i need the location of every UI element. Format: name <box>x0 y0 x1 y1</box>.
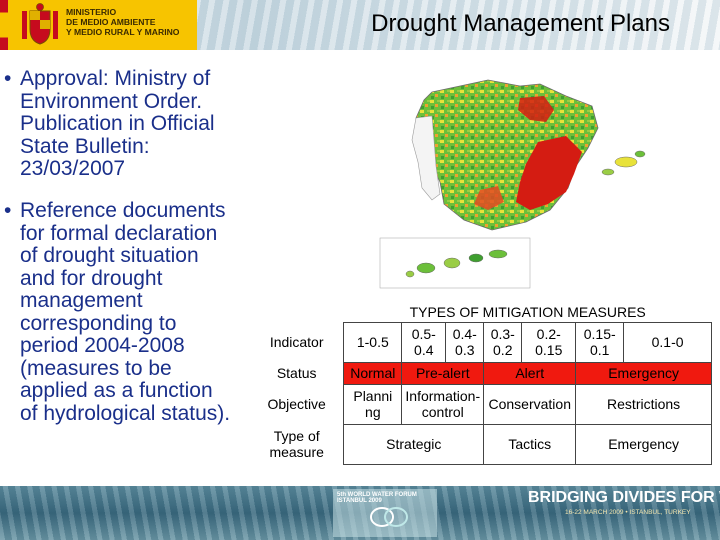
bullet-icon: • <box>4 67 12 90</box>
indicator-cell: 0.5- 0.4 <box>401 321 447 363</box>
bullet-icon: • <box>4 199 12 222</box>
ministry-name-line: DE MEDIO AMBIENTE <box>66 17 156 27</box>
status-cell: Alert <box>483 361 577 385</box>
bullet-line: Reference documents <box>20 199 226 222</box>
footer-slogan: BRIDGING DIVIDES FOR WATER <box>528 489 720 506</box>
indicator-cell: 0.15- 0.1 <box>575 321 625 363</box>
bullet-line: Publication in Official <box>20 112 215 135</box>
status-cell: Pre-alert <box>401 361 485 385</box>
forum-name-text: 5th WORLD WATER FORUM <box>337 492 417 498</box>
bullet-line: Approval: Ministry of <box>20 67 211 90</box>
map-balearic-islands <box>614 156 638 168</box>
objective-cell: Conservation <box>483 383 577 425</box>
table-caption: TYPES OF MITIGATION MEASURES <box>409 303 646 320</box>
spain-drought-map <box>379 79 646 289</box>
map-canary-box <box>379 237 531 289</box>
map-drought-zone-north <box>518 96 554 122</box>
table-row-measure-type: Type of measure Strategic Tactics Emerge… <box>250 423 712 465</box>
world-water-forum-logo: 5th WORLD WATER FORUM ISTANBUL 2009 <box>333 489 437 537</box>
bullet-line: applied as a function <box>20 379 213 402</box>
ministry-name-line: Y MEDIO RURAL Y MARINO <box>66 27 180 37</box>
indicator-label: Indicator <box>250 322 345 362</box>
status-label: Status <box>250 362 345 384</box>
footer-banner: 5th WORLD WATER FORUM ISTANBUL 2009 BRID… <box>0 486 720 540</box>
indicator-cell: 0.4-0.3 <box>445 321 485 363</box>
table-row-status: Status Normal Pre-alert Alert Emergency <box>250 361 712 385</box>
indicator-cell: 1-0.5 <box>343 321 403 363</box>
bullet-text: Reference documents for formal declaratio… <box>20 199 231 425</box>
forum-city-text: ISTANBUL 2009 <box>337 498 382 504</box>
bullet-text: Approval: Ministry of Environment Order. P… <box>20 67 215 181</box>
map-canary-islands <box>416 262 436 274</box>
measure-type-cell: Strategic <box>343 423 485 465</box>
measure-type-cell: Tactics <box>483 423 577 465</box>
bullet-line: of hydrological status). <box>20 401 231 425</box>
objective-label: Objective <box>250 384 345 424</box>
bullet-line: (measures to be <box>20 356 172 380</box>
bullet-line: period 2004-2008 <box>20 334 185 357</box>
measure-type-cell: Emergency <box>575 423 712 465</box>
bullet-line: corresponding to <box>20 311 177 335</box>
bullet-line: management <box>20 289 143 312</box>
ministry-logo: MINISTERIO DE MEDIO AMBIENTE Y MEDIO RUR… <box>0 0 197 50</box>
measure-type-label: Type of measure <box>250 424 345 464</box>
coat-of-arms-icon <box>22 3 58 45</box>
table-row-indicator: Indicator 1-0.5 0.5- 0.4 0.4-0.3 0.3-0.2… <box>250 321 712 363</box>
bullet-line: State Bulletin: <box>20 134 150 158</box>
map-drought-zone-east <box>516 136 582 210</box>
objective-cell: Restrictions <box>575 383 712 425</box>
status-cell: Normal <box>343 361 403 385</box>
indicator-cell: 0.3-0.2 <box>483 321 523 363</box>
indicator-cell: 0.2- 0.15 <box>521 321 577 363</box>
spanish-flag-strip <box>0 0 8 50</box>
slide-title: Drought Management Plans <box>371 10 670 37</box>
bullet-line: and for drought <box>20 266 163 290</box>
table-row-objective: Objective Planni ng Information- control… <box>250 383 712 425</box>
forum-name: 5th WORLD WATER FORUM ISTANBUL 2009 <box>337 492 417 504</box>
ministry-name: MINISTERIO DE MEDIO AMBIENTE Y MEDIO RUR… <box>66 7 194 37</box>
bullet-line: of drought situation <box>20 244 199 267</box>
map-drought-zone-south <box>474 186 504 210</box>
indicator-cell: 0.1-0 <box>623 321 712 363</box>
mitigation-measures-table: TYPES OF MITIGATION MEASURES Indicator 1… <box>250 302 712 465</box>
objective-cell: Information- control <box>401 383 485 425</box>
footer-dates: 16-22 MARCH 2009 • ISTANBUL, TURKEY <box>565 509 691 516</box>
header-water-photo <box>195 0 720 50</box>
bullet-line: Environment Order. <box>20 89 203 113</box>
objective-cell: Planni ng <box>343 383 403 425</box>
ministry-name-line: MINISTERIO <box>66 7 117 17</box>
bullet-line: 23/03/2007 <box>20 157 126 180</box>
bullet-line: for formal declaration <box>20 221 218 245</box>
status-cell: Emergency <box>575 361 712 385</box>
water-drop-loops-icon <box>370 507 408 527</box>
map-portugal <box>411 115 441 201</box>
